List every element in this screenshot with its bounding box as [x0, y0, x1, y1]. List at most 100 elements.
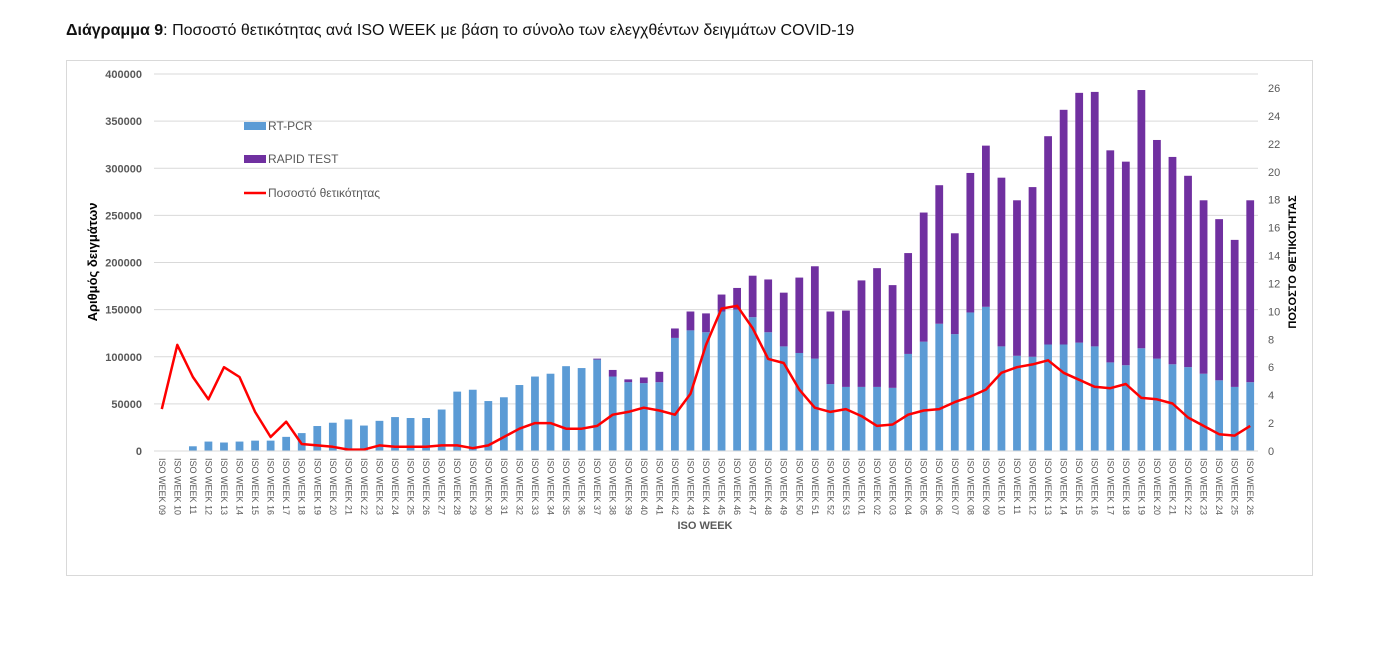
bar-rapid-test	[919, 212, 928, 342]
x-tick-label: ISO WEEK 34	[546, 458, 556, 515]
x-tick-label: ISO WEEK 21	[343, 458, 353, 515]
bar-rtpcr	[220, 442, 228, 451]
x-tick-label: ISO WEEK 15	[250, 458, 260, 515]
bar-rtpcr	[1075, 342, 1084, 451]
legend-label-positivity: Ποσοστό θετικότητας	[268, 186, 380, 200]
bar-rapid-test	[1153, 139, 1161, 359]
bar-rtpcr	[671, 337, 679, 451]
figure-title-label: Διάγραμμα 9	[66, 22, 164, 39]
left-axis-ticks: 0 50000 100000 150000 200000 250000 300000 3500…	[105, 69, 142, 458]
bar-rapid-test	[1059, 109, 1068, 345]
bar-rtpcr	[437, 409, 446, 451]
y-tick-label: 300000	[105, 163, 142, 175]
x-tick-label: ISO WEEK 45	[717, 458, 727, 515]
x-tick-label: ISO WEEK 43	[685, 458, 695, 515]
bar-rapid-test	[997, 177, 1006, 347]
bar-rapid-test	[982, 145, 990, 307]
y-tick-label: 50000	[111, 399, 142, 411]
y2-tick-label: 14	[1268, 251, 1280, 263]
bar-rtpcr	[1168, 364, 1177, 451]
bar-rtpcr	[764, 332, 773, 451]
x-tick-label: ISO WEEK 42	[670, 458, 680, 515]
x-tick-label: ISO WEEK 22	[359, 458, 369, 515]
bar-rtpcr	[935, 323, 944, 451]
x-tick-label: ISO WEEK 47	[748, 458, 758, 515]
bar-rtpcr	[904, 353, 913, 451]
x-tick-label: ISO WEEK 06	[934, 458, 944, 515]
bar-rapid-test	[857, 280, 866, 387]
x-tick-label: ISO WEEK 48	[763, 458, 773, 515]
x-tick-label: ISO WEEK 10	[996, 458, 1006, 515]
y-tick-label: 100000	[105, 352, 142, 364]
legend-label-rtpcr: RT-PCR	[268, 119, 313, 133]
bar-rtpcr	[997, 346, 1006, 451]
bar-rapid-test	[608, 369, 617, 377]
bar-rtpcr	[1121, 365, 1130, 451]
y2-tick-label: 8	[1268, 334, 1274, 346]
bar-rtpcr	[1230, 386, 1239, 451]
x-tick-label: ISO WEEK 19	[312, 458, 322, 515]
x-tick-label: ISO WEEK 26	[1245, 458, 1255, 515]
bar-rapid-test	[1044, 136, 1052, 345]
bar-rtpcr	[1137, 348, 1146, 451]
y-tick-label: 350000	[105, 116, 142, 128]
x-tick-label: ISO WEEK 27	[437, 458, 447, 515]
bar-rapid-test	[1137, 90, 1146, 349]
bar-rapid-test	[935, 185, 944, 324]
x-tick-label: ISO WEEK 19	[1136, 458, 1146, 515]
x-tick-label: ISO WEEK 33	[530, 458, 540, 515]
bar-rtpcr	[188, 446, 197, 451]
bar-rtpcr	[873, 386, 881, 451]
bar-rtpcr	[1199, 373, 1208, 451]
x-tick-label: ISO WEEK 05	[919, 458, 929, 515]
x-axis-ticks: ISO WEEK 09 ISO WEEK 10 ISO WEEK 11 ISO WEE…	[157, 458, 1255, 515]
bar-rtpcr	[468, 389, 477, 451]
y-tick-label: 200000	[105, 258, 142, 270]
bar-rtpcr	[344, 419, 353, 451]
bar-rapid-test	[779, 292, 788, 347]
bar-rapid-test	[1199, 200, 1208, 374]
bar-rapid-test	[1184, 175, 1192, 368]
bar-rtpcr	[266, 440, 275, 451]
bar-rapid-test	[748, 275, 757, 318]
bar-rtpcr	[422, 418, 430, 451]
x-tick-label: ISO WEEK 28	[452, 458, 462, 515]
bar-rtpcr	[982, 306, 990, 451]
bar-rtpcr	[842, 386, 850, 451]
x-tick-label: ISO WEEK 22	[1183, 458, 1193, 515]
bar-rtpcr	[1090, 346, 1099, 451]
x-tick-label: ISO WEEK 12	[203, 458, 213, 515]
y-tick-label: 250000	[105, 210, 142, 222]
bar-rtpcr	[779, 346, 788, 451]
bar-rtpcr	[204, 441, 213, 451]
y2-tick-label: 2	[1268, 418, 1274, 430]
gridlines	[154, 73, 1258, 405]
bar-rapid-test	[810, 266, 819, 359]
x-tick-label: ISO WEEK 49	[779, 458, 789, 515]
x-tick-label: ISO WEEK 36	[577, 458, 587, 515]
bar-rapid-test	[1246, 200, 1255, 383]
bar-rtpcr	[639, 383, 648, 451]
bar-rtpcr	[655, 382, 664, 451]
bar-rapid-test	[842, 310, 850, 387]
x-tick-label: ISO WEEK 37	[592, 458, 602, 515]
bar-rapid-test	[1215, 219, 1224, 381]
bar-rtpcr	[251, 440, 259, 451]
legend-swatch-rapid	[244, 155, 266, 163]
x-tick-label: ISO WEEK 46	[732, 458, 742, 515]
bar-rapid-test	[950, 233, 959, 335]
bar-rapid-test	[686, 311, 695, 331]
bar-rapid-test	[1075, 92, 1084, 343]
x-tick-label: ISO WEEK 02	[872, 458, 882, 515]
bar-rtpcr	[826, 384, 835, 451]
x-tick-label: ISO WEEK 16	[266, 458, 276, 515]
bar-rtpcr	[515, 385, 524, 451]
bar-rapid-test	[733, 287, 741, 310]
x-tick-label: ISO WEEK 39	[623, 458, 633, 515]
x-tick-label: ISO WEEK 24	[1214, 458, 1224, 515]
figure-title: Διάγραμμα 9: Ποσοστό θετικότητας ανά ISO…	[66, 22, 854, 40]
x-tick-label: ISO WEEK 17	[1105, 458, 1115, 515]
x-tick-label: ISO WEEK 13	[1043, 458, 1053, 515]
bar-rtpcr	[748, 317, 757, 451]
